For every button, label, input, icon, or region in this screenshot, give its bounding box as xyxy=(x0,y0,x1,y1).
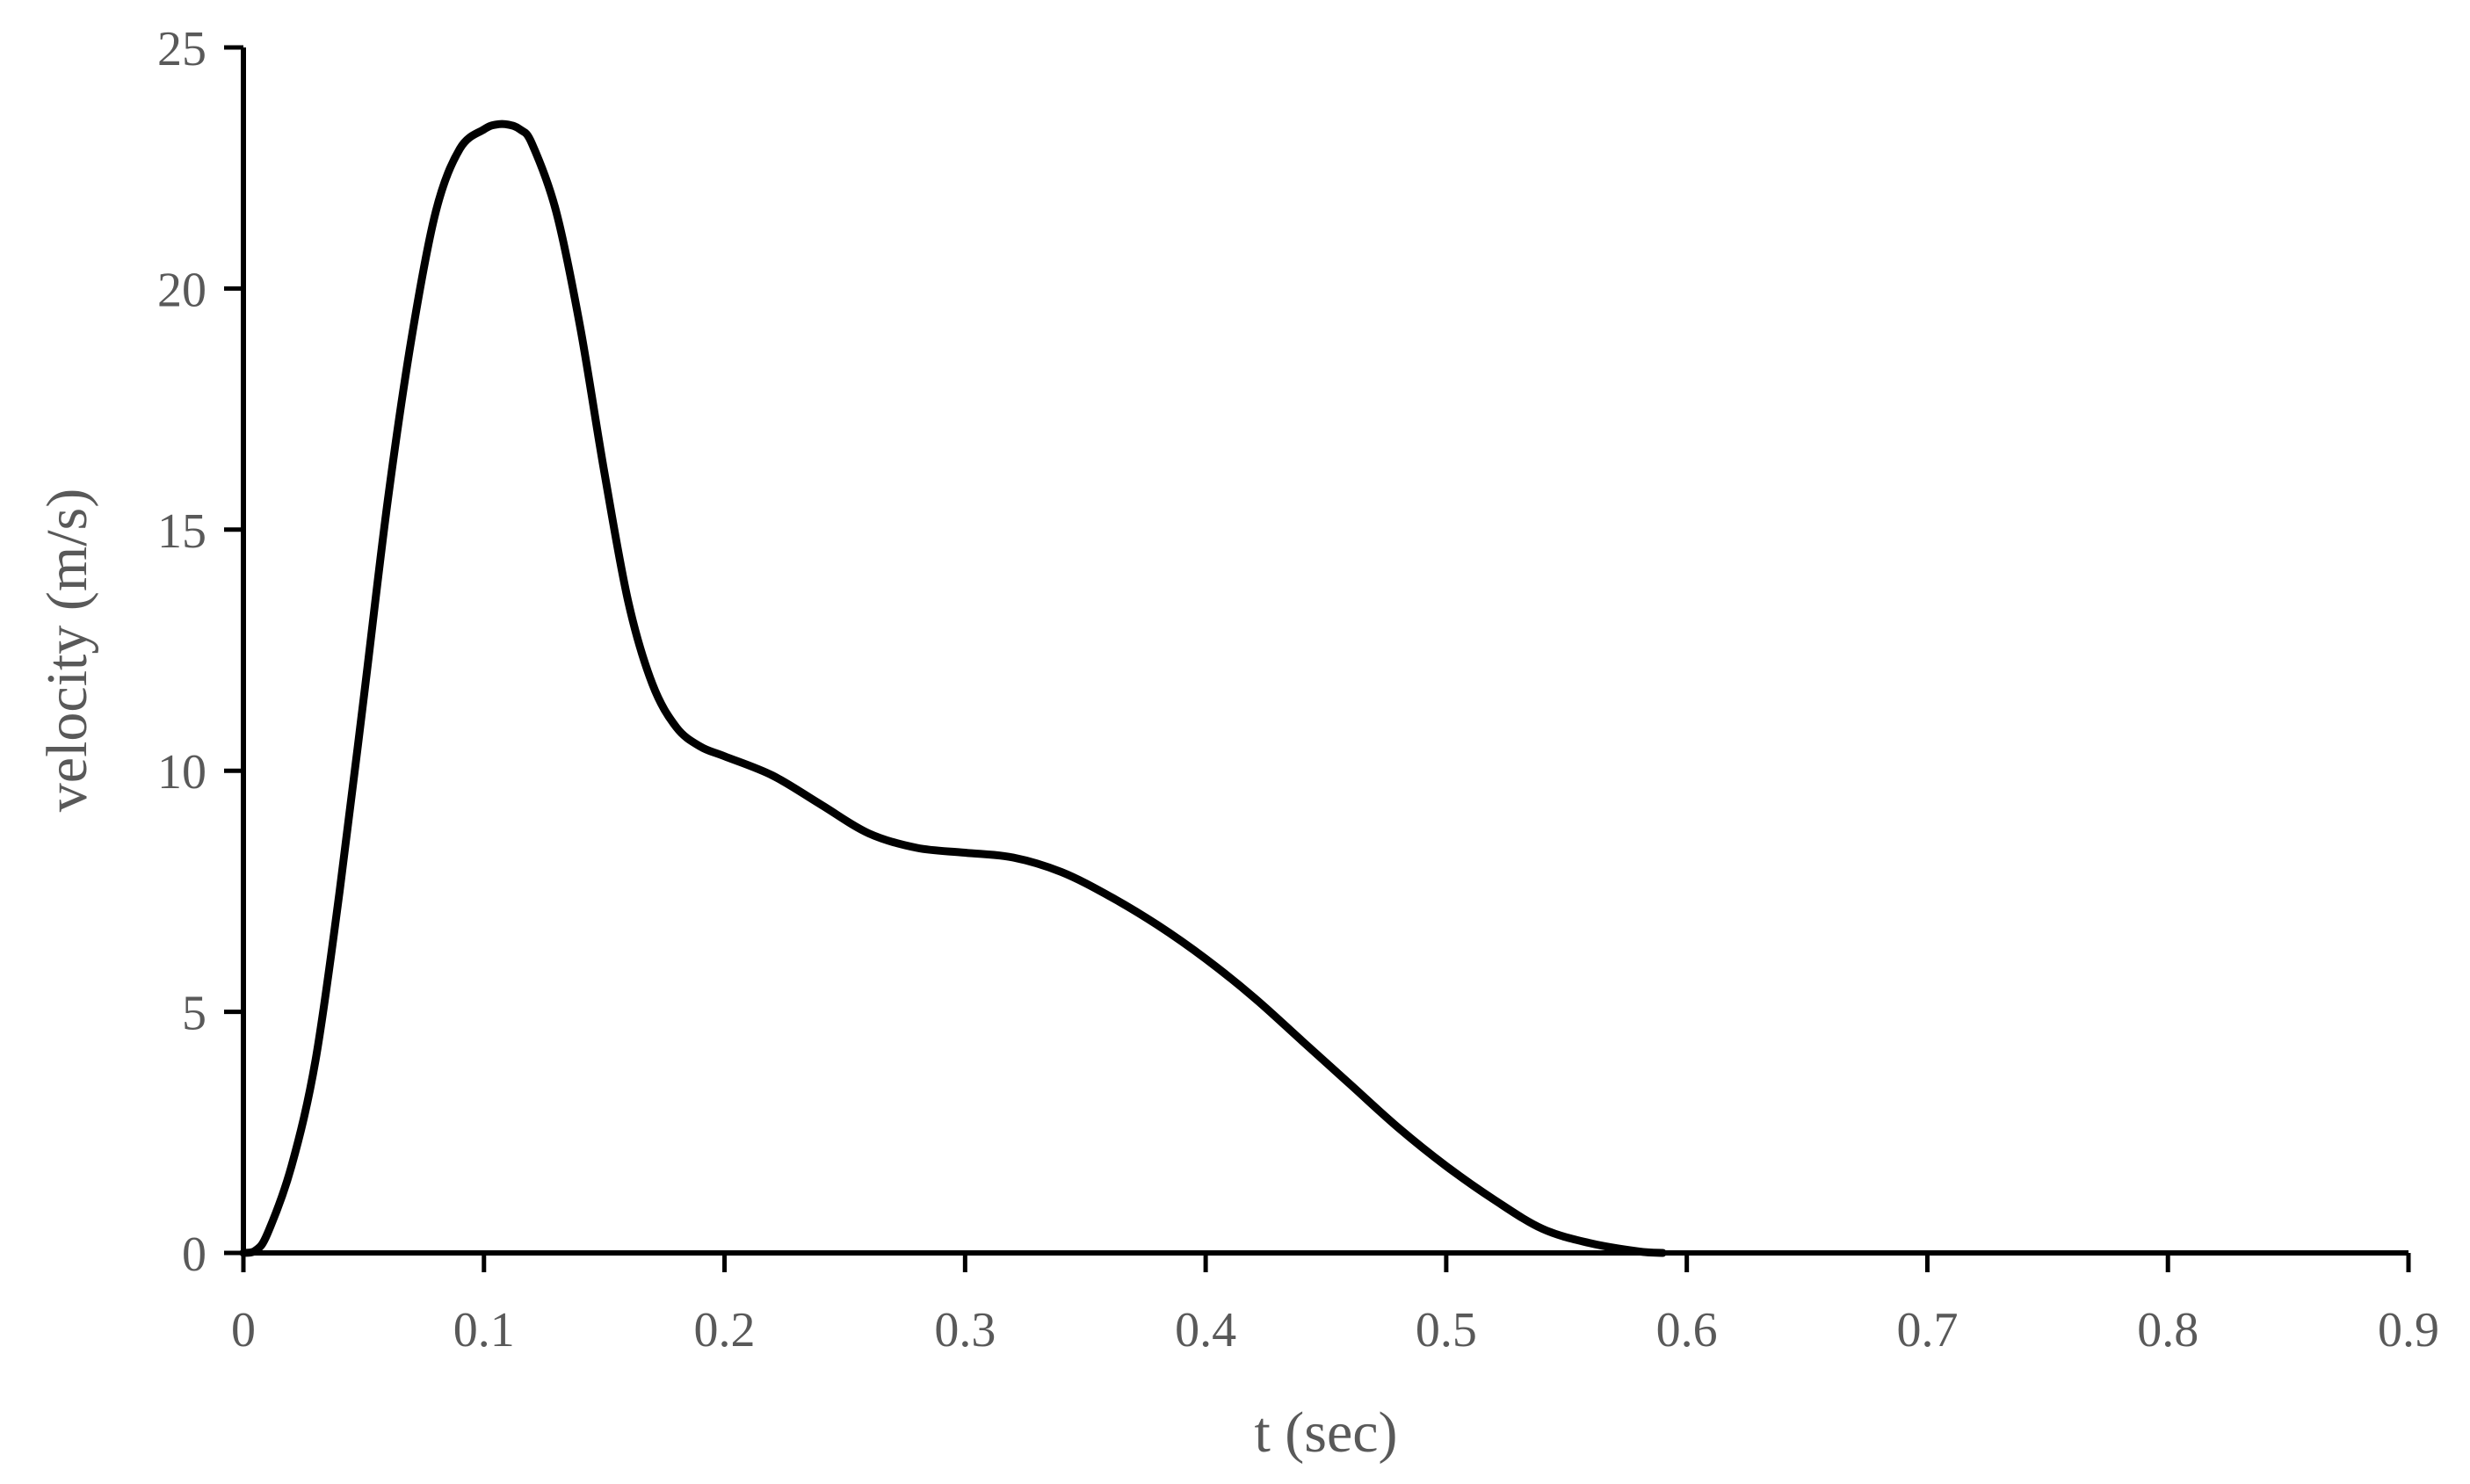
x-tick-label: 0.7 xyxy=(1896,1303,1958,1357)
y-tick-label: 5 xyxy=(182,987,206,1041)
x-tick-label: 0.5 xyxy=(1416,1303,1477,1357)
x-axis-title: t (sec) xyxy=(1254,1401,1397,1465)
tick-labels-group: 0 5 10 15 20 25 0 0.1 0.2 0.3 0.4 0.5 0.6 0.7 0.8 0.9 xyxy=(157,22,2439,1357)
ticks-group xyxy=(224,45,2411,1272)
x-tick-label: 0.6 xyxy=(1656,1303,1718,1357)
x-tick-label: 0 xyxy=(231,1303,256,1357)
y-tick-label: 15 xyxy=(157,504,206,559)
y-tick-label: 20 xyxy=(157,263,206,317)
x-tick-label: 0.9 xyxy=(2378,1303,2439,1357)
y-tick-label: 10 xyxy=(157,745,206,800)
velocity-series-line xyxy=(239,119,1667,1257)
x-tick-label: 0.8 xyxy=(2137,1303,2198,1357)
x-tick-label: 0.2 xyxy=(694,1303,756,1357)
x-tick-label: 0.4 xyxy=(1175,1303,1236,1357)
x-tick-label: 0.1 xyxy=(453,1303,515,1357)
y-axis-title: velocity (m/s) xyxy=(35,489,99,812)
axes-group xyxy=(241,47,2408,1256)
y-tick-label: 25 xyxy=(157,22,206,76)
y-tick-label: 0 xyxy=(182,1227,206,1282)
series-group xyxy=(239,119,1667,1257)
x-tick-label: 0.3 xyxy=(934,1303,996,1357)
